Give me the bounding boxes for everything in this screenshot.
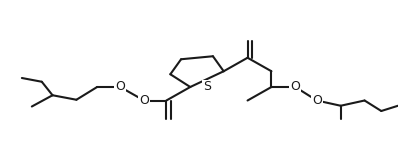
Text: S: S xyxy=(203,81,211,93)
Text: O: O xyxy=(312,94,322,107)
Text: O: O xyxy=(291,81,300,93)
Text: O: O xyxy=(115,81,125,93)
Text: O: O xyxy=(139,94,149,107)
